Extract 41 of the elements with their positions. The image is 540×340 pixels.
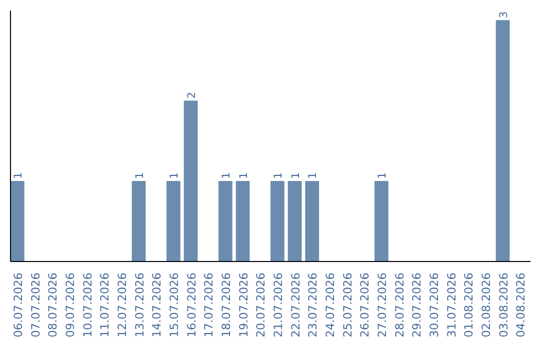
x-tick-label: 28.07.2026 (392, 272, 406, 338)
x-tick-label: 10.07.2026 (80, 272, 94, 338)
data-label: 1 (219, 172, 232, 180)
data-label: 1 (167, 172, 180, 180)
x-tick-label: 11.07.2026 (98, 272, 112, 338)
data-label: 1 (132, 172, 146, 180)
x-tick-label: 22.07.2026 (288, 272, 302, 338)
data-label: 1 (11, 172, 24, 180)
x-tick-label: 09.07.2026 (62, 272, 77, 338)
x-tick-label: 25.07.2026 (340, 272, 354, 338)
data-label: 1 (236, 172, 250, 180)
x-tick-label: 13.07.2026 (132, 272, 146, 338)
x-tick-label: 15.07.2026 (166, 272, 181, 338)
x-tick-label: 02.08.2026 (478, 272, 493, 338)
x-tick-label: 12.07.2026 (114, 272, 129, 338)
x-tick-label: 03.08.2026 (496, 272, 510, 338)
x-tick-label: 27.07.2026 (374, 272, 389, 338)
x-tick-label: 29.07.2026 (410, 272, 424, 338)
x-tick-label: 14.07.2026 (150, 272, 164, 338)
x-tick-label: 19.07.2026 (236, 272, 250, 338)
data-label: 1 (271, 172, 284, 180)
x-tick-label: 17.07.2026 (202, 272, 216, 338)
x-tick-label: 08.07.2026 (46, 272, 60, 338)
x-tick-label: 26.07.2026 (358, 272, 372, 338)
data-label: 1 (306, 172, 320, 180)
x-tick-label: 18.07.2026 (218, 272, 233, 338)
x-tick-label: 20.07.2026 (254, 272, 268, 338)
x-tick-label: 23.07.2026 (306, 272, 320, 338)
x-tick-label: 01.08.2026 (462, 272, 476, 338)
x-tick-label: 16.07.2026 (184, 272, 198, 338)
x-tick-label: 06.07.2026 (10, 272, 25, 338)
data-label: 1 (288, 172, 302, 180)
x-tick-label: 30.07.2026 (426, 272, 441, 338)
x-tick-label: 21.07.2026 (270, 272, 285, 338)
x-tick-label: 07.07.2026 (28, 272, 42, 338)
data-label: 3 (496, 11, 510, 18)
data-label: 1 (375, 172, 388, 180)
x-tick-label: 24.07.2026 (322, 272, 337, 338)
x-tick-label: 04.08.2026 (514, 272, 528, 338)
x-tick-label: 31.07.2026 (444, 272, 458, 338)
data-label: 2 (184, 92, 198, 99)
